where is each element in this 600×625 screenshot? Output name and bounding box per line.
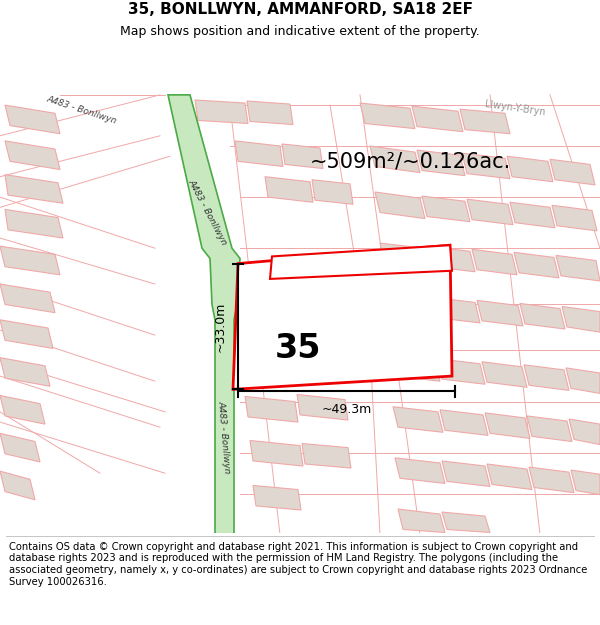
Polygon shape xyxy=(569,419,600,444)
Text: Llwyn-Y-Bryn: Llwyn-Y-Bryn xyxy=(484,99,546,118)
Polygon shape xyxy=(398,509,445,532)
Polygon shape xyxy=(0,357,50,386)
Polygon shape xyxy=(5,174,63,203)
Polygon shape xyxy=(0,320,53,349)
Polygon shape xyxy=(510,202,555,228)
Polygon shape xyxy=(168,95,240,534)
Polygon shape xyxy=(524,365,569,391)
Polygon shape xyxy=(482,362,527,388)
Polygon shape xyxy=(393,407,443,432)
Polygon shape xyxy=(462,153,510,179)
Polygon shape xyxy=(437,359,485,384)
Polygon shape xyxy=(370,146,420,172)
Polygon shape xyxy=(562,306,600,332)
Text: A483 - Bonllwyn: A483 - Bonllwyn xyxy=(46,94,118,126)
Text: Contains OS data © Crown copyright and database right 2021. This information is : Contains OS data © Crown copyright and d… xyxy=(9,542,587,586)
Polygon shape xyxy=(0,396,45,424)
Polygon shape xyxy=(514,253,559,278)
Polygon shape xyxy=(360,103,415,129)
Text: Map shows position and indicative extent of the property.: Map shows position and indicative extent… xyxy=(120,25,480,38)
Polygon shape xyxy=(395,458,445,483)
Polygon shape xyxy=(240,351,298,376)
Polygon shape xyxy=(412,106,463,132)
Polygon shape xyxy=(527,416,572,441)
Polygon shape xyxy=(270,245,452,279)
Polygon shape xyxy=(442,512,490,532)
Text: 35, BONLLWYN, AMMANFORD, SA18 2EF: 35, BONLLWYN, AMMANFORD, SA18 2EF xyxy=(128,2,473,17)
Polygon shape xyxy=(390,356,440,381)
Polygon shape xyxy=(507,156,553,182)
Polygon shape xyxy=(485,413,530,438)
Polygon shape xyxy=(312,180,353,204)
Polygon shape xyxy=(556,256,600,281)
Text: ~49.3m: ~49.3m xyxy=(322,403,371,416)
Polygon shape xyxy=(487,464,532,489)
Polygon shape xyxy=(265,177,313,202)
Text: 35: 35 xyxy=(275,332,321,365)
Polygon shape xyxy=(5,209,63,238)
Polygon shape xyxy=(0,471,35,500)
Polygon shape xyxy=(250,441,303,466)
Polygon shape xyxy=(195,100,248,124)
Polygon shape xyxy=(529,467,574,492)
Text: A483 - Bonllwyn: A483 - Bonllwyn xyxy=(187,178,229,247)
Polygon shape xyxy=(297,394,348,420)
Polygon shape xyxy=(0,246,60,275)
Polygon shape xyxy=(0,433,40,462)
Polygon shape xyxy=(5,105,60,134)
Polygon shape xyxy=(380,243,430,269)
Polygon shape xyxy=(297,354,353,379)
Polygon shape xyxy=(422,196,470,222)
Polygon shape xyxy=(552,205,597,231)
Text: ~509m²/~0.126ac.: ~509m²/~0.126ac. xyxy=(310,151,511,171)
Polygon shape xyxy=(302,444,351,468)
Polygon shape xyxy=(520,304,565,329)
Polygon shape xyxy=(440,410,488,436)
Polygon shape xyxy=(282,144,323,169)
Polygon shape xyxy=(460,109,510,134)
Polygon shape xyxy=(385,294,435,320)
Polygon shape xyxy=(472,249,517,275)
Polygon shape xyxy=(427,246,475,272)
Polygon shape xyxy=(477,301,523,326)
Polygon shape xyxy=(432,298,480,323)
Polygon shape xyxy=(233,245,452,389)
Polygon shape xyxy=(375,192,425,219)
Polygon shape xyxy=(235,141,283,166)
Polygon shape xyxy=(566,368,600,394)
Polygon shape xyxy=(253,486,301,510)
Polygon shape xyxy=(417,150,465,176)
Polygon shape xyxy=(5,141,60,169)
Polygon shape xyxy=(247,101,293,124)
Text: A483 - Bonllwyn: A483 - Bonllwyn xyxy=(217,401,232,474)
Polygon shape xyxy=(442,461,490,486)
Polygon shape xyxy=(467,199,513,225)
Polygon shape xyxy=(0,284,55,312)
Text: ~33.0m: ~33.0m xyxy=(214,301,227,352)
Polygon shape xyxy=(550,159,595,185)
Polygon shape xyxy=(245,396,298,422)
Polygon shape xyxy=(571,470,600,494)
